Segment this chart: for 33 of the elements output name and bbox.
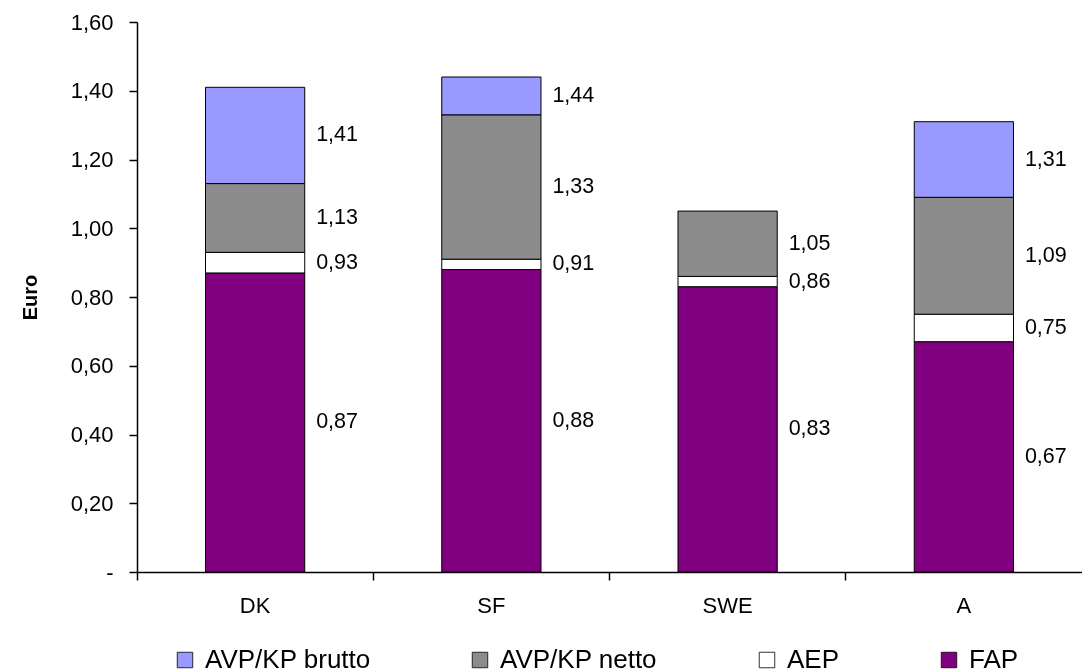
annotation: 1,33 [552, 174, 595, 198]
annotation: 0,67 [1024, 443, 1067, 468]
y-tick-label: 1,20 [70, 147, 114, 172]
annotation: 0,91 [552, 251, 595, 276]
annotation: 1,41 [316, 122, 358, 147]
x-tick-label: DK [239, 592, 271, 618]
y-tick-label: 0,40 [70, 422, 114, 447]
y-tick-label: 0,80 [70, 284, 114, 310]
annotation: 1,13 [316, 204, 359, 229]
annotation: 1,31 [1024, 146, 1067, 171]
annotation: 0,88 [552, 407, 595, 432]
legend-label: AVP/KP netto [500, 644, 657, 672]
y-tick-label: - [106, 559, 114, 585]
annotation: 0,83 [788, 416, 831, 441]
annotation: 1,44 [552, 82, 595, 107]
x-tick-label: A [956, 592, 972, 618]
legend-label: FAP [969, 644, 1019, 672]
legend-label: AEP [787, 644, 840, 672]
annotation: 0,93 [316, 249, 359, 274]
annotation: 0,86 [788, 268, 831, 293]
annotation: 1,05 [788, 230, 831, 255]
y-tick-label: 0,20 [70, 490, 114, 516]
y-tick-label: 1,00 [70, 215, 114, 241]
x-tick-label: SWE [702, 592, 753, 618]
y-tick-label: 1,40 [70, 78, 114, 104]
y-tick-label: 0,60 [70, 353, 114, 379]
y-tick-label: 1,60 [70, 9, 114, 35]
annotation: 1,09 [1024, 242, 1067, 267]
annotation: 0,75 [1024, 314, 1067, 339]
legend-label: AVP/KP brutto [205, 644, 371, 672]
x-tick-label: SF [477, 592, 506, 618]
annotation: 0,87 [316, 409, 358, 434]
y-axis-title: Euro [18, 274, 41, 321]
